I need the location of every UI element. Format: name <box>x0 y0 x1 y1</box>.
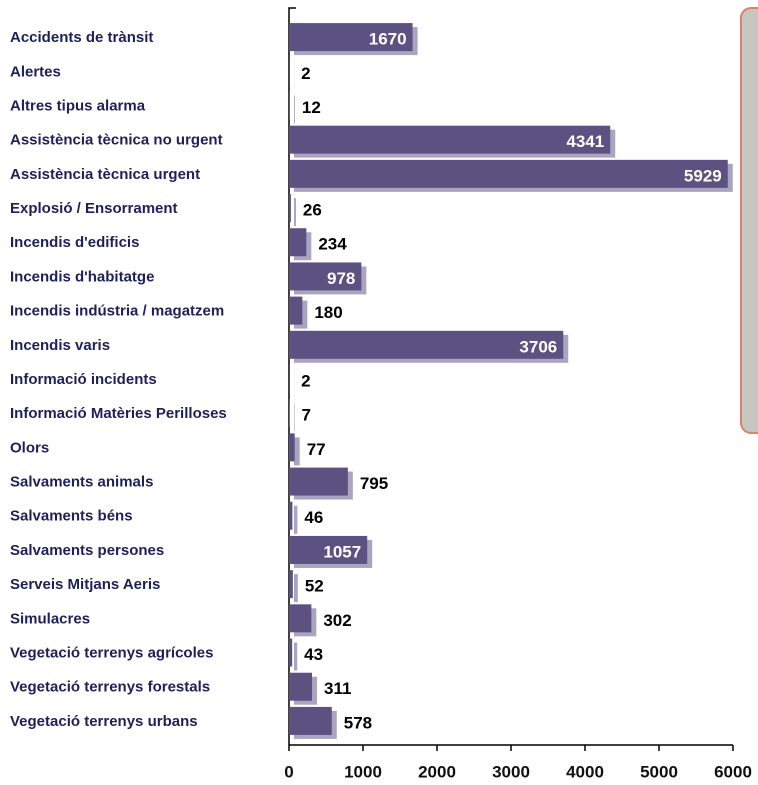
bar <box>289 91 290 119</box>
value-label: 52 <box>305 577 324 596</box>
chart: 0 1000 2000 3000 4000 5000 6000 Accidents de tr… <box>0 0 758 785</box>
page: {"chart_data": {"type": "bar", "orientat… <box>0 0 758 785</box>
category-label: Salvaments béns <box>10 508 133 525</box>
value-label: 2 <box>301 64 310 83</box>
bar-shadow <box>294 643 297 671</box>
category-label: Explosió / Ensorrament <box>10 200 178 217</box>
category-label: Incendis indústria / magatzem <box>10 303 224 320</box>
category-label: Incendis d'habitatge <box>10 268 154 285</box>
value-label: 43 <box>304 645 323 664</box>
value-label: 4341 <box>566 132 604 151</box>
category-label: Assistència tècnica urgent <box>10 166 200 183</box>
category-label: Assistència tècnica no urgent <box>10 132 223 149</box>
category-label: Serveis Mitjans Aeris <box>10 576 160 593</box>
bar <box>289 502 292 530</box>
bar <box>289 570 293 598</box>
category-label: Salvaments persones <box>10 542 164 559</box>
value-label: 46 <box>304 508 323 527</box>
x-tick-label: 1000 <box>344 762 382 781</box>
category-label: Vegetació terrenys urbans <box>10 713 198 730</box>
category-label: Informació incidents <box>10 371 157 388</box>
category-label: Alertes <box>10 63 61 80</box>
bar <box>289 194 291 222</box>
value-label: 26 <box>303 201 322 220</box>
bar <box>289 433 295 461</box>
bar-shadow <box>294 95 295 123</box>
category-label: Salvaments animals <box>10 474 153 491</box>
bar <box>289 399 290 427</box>
bar-shadow <box>294 198 296 226</box>
value-label: 795 <box>360 474 388 493</box>
x-tick-label: 2000 <box>418 762 456 781</box>
bar-shadow <box>294 403 295 431</box>
value-label: 77 <box>307 440 326 459</box>
map-fragment <box>741 8 758 433</box>
value-label: 3706 <box>519 337 557 356</box>
bar-shadow <box>294 574 298 602</box>
value-label: 12 <box>302 98 321 117</box>
x-tick-label: 6000 <box>714 762 752 781</box>
bar-shadow <box>294 437 300 465</box>
bar <box>289 160 728 188</box>
bar-shadow <box>294 506 297 534</box>
bar <box>289 673 312 701</box>
value-label: 302 <box>323 611 351 630</box>
category-label: Vegetació terrenys agrícoles <box>10 644 213 661</box>
x-tick-label: 4000 <box>566 762 604 781</box>
value-label: 1057 <box>323 542 361 561</box>
bar <box>289 297 302 325</box>
bar <box>289 604 311 632</box>
category-label: Accidents de trànsit <box>10 29 153 46</box>
value-label: 1670 <box>369 30 407 49</box>
bar <box>289 126 610 154</box>
value-label: 978 <box>327 269 355 288</box>
value-label: 578 <box>344 713 372 732</box>
x-tick-label: 5000 <box>640 762 678 781</box>
value-label: 7 <box>302 406 311 425</box>
value-label: 5929 <box>684 166 722 185</box>
x-tick-label: 0 <box>284 762 293 781</box>
category-label: Informació Matèries Perilloses <box>10 405 227 422</box>
value-label: 2 <box>301 371 310 390</box>
x-tick-label: 3000 <box>492 762 530 781</box>
category-label: Incendis varis <box>10 337 110 354</box>
bar <box>289 639 292 667</box>
category-label: Olors <box>10 439 49 456</box>
category-label: Incendis d'edificis <box>10 234 139 251</box>
value-label: 234 <box>318 235 347 254</box>
category-label: Simulacres <box>10 610 90 627</box>
bar <box>289 707 332 735</box>
bar <box>289 228 306 256</box>
category-label: Vegetació terrenys forestals <box>10 679 210 696</box>
value-label: 311 <box>324 679 351 698</box>
category-label: Altres tipus alarma <box>10 97 146 114</box>
bar <box>289 468 348 496</box>
value-label: 180 <box>314 303 342 322</box>
